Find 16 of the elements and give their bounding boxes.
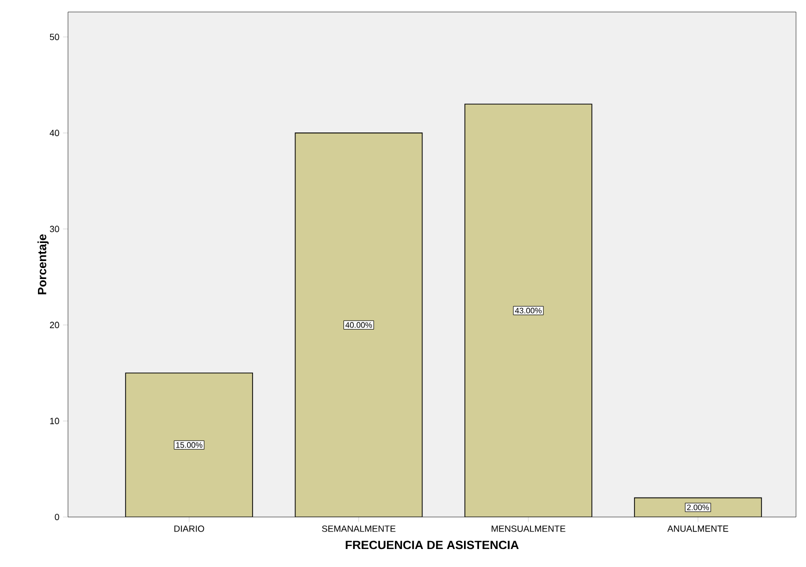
y-tick-label: 0 [54,514,60,520]
y-tick-label: 50 [50,34,60,40]
x-tick-label: MENSUALMENTE [492,526,566,532]
y-axis-title: Porcentaje [38,234,49,294]
bar [294,132,423,517]
y-tick-label: 30 [50,226,60,232]
x-tick-label: SEMANALMENTE [322,526,396,532]
x-axis-title: FRECUENCIA DE ASISTENCIA [346,540,519,550]
y-tick-label: 20 [50,322,60,328]
bar [634,497,762,517]
y-tick-label: 10 [50,418,60,424]
bar [126,372,253,517]
x-tick-label: ANUALMENTE [667,526,728,532]
y-tick-label: 40 [50,130,60,136]
bar [464,104,592,517]
x-tick-label: DIARIO [174,526,204,532]
